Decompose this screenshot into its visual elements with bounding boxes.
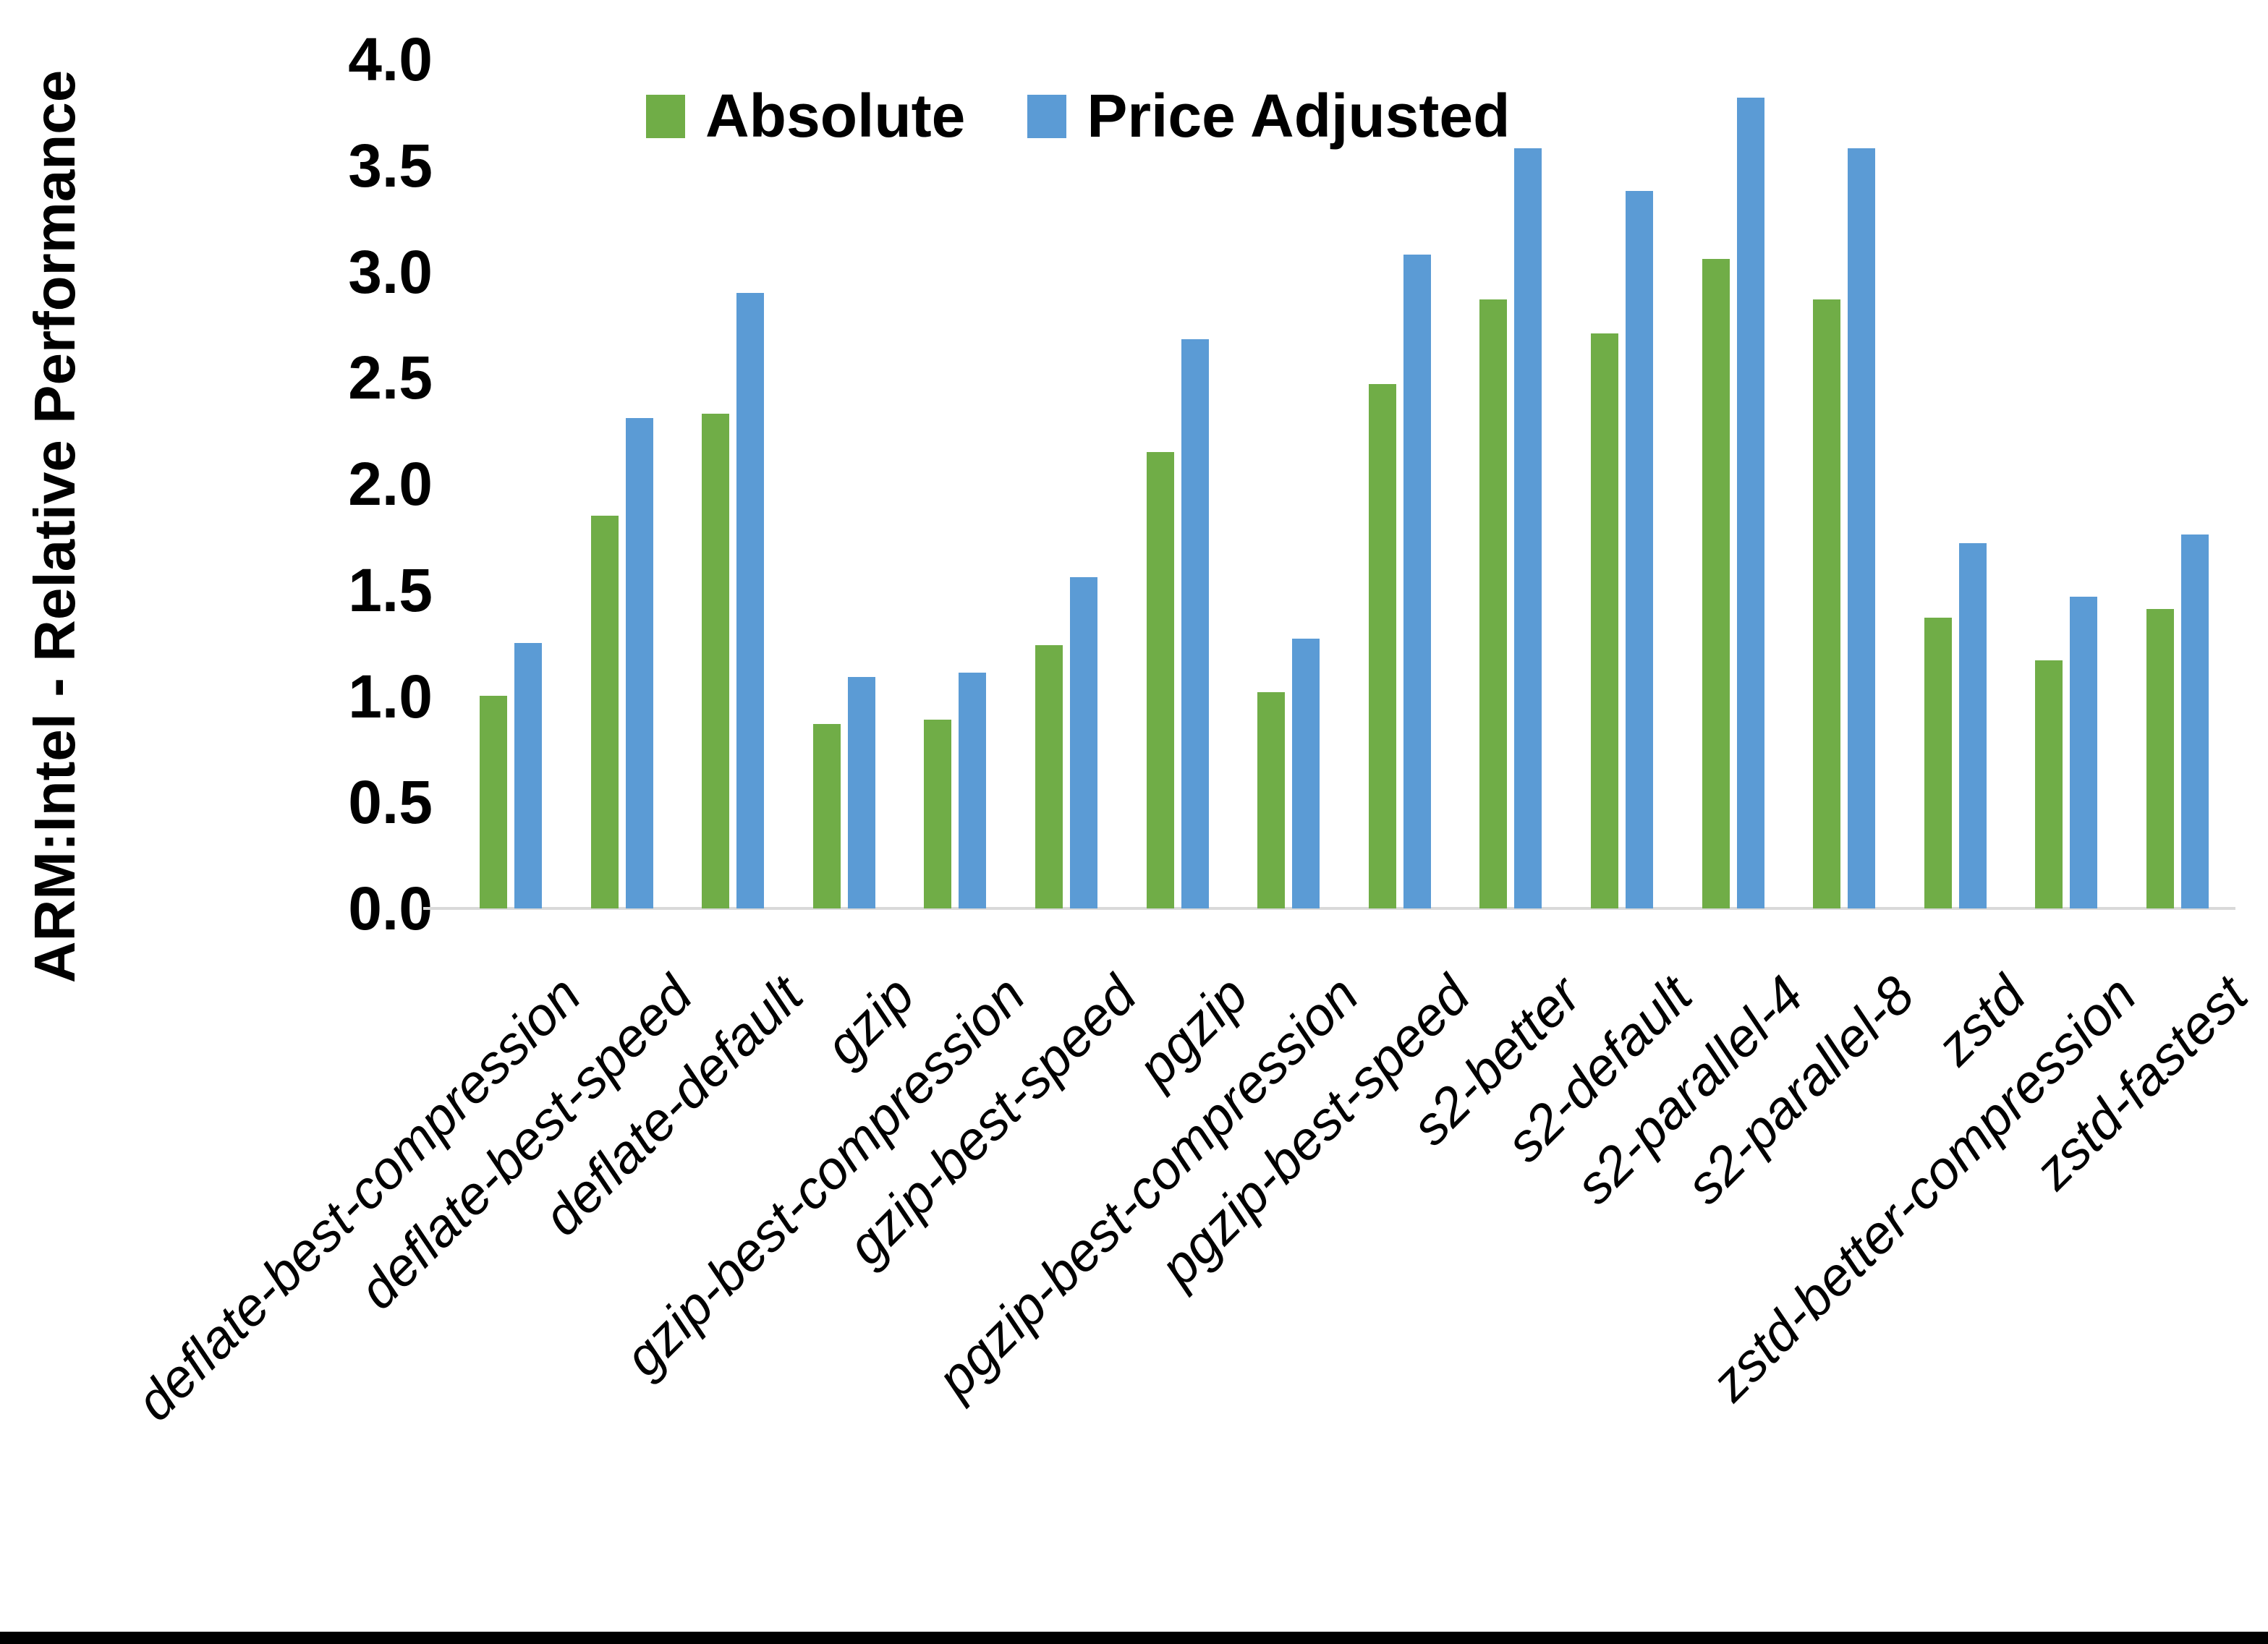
bar-absolute-s2-parallel-8 bbox=[1813, 299, 1841, 908]
legend-label: Price Adjusted bbox=[1087, 82, 1511, 150]
bar-price-adjusted-pgzip-best-speed bbox=[1403, 255, 1431, 908]
bar-absolute-zstd bbox=[1924, 618, 1952, 908]
bar-price-adjusted-pgzip-best-compression bbox=[1292, 639, 1320, 908]
bar-price-adjusted-zstd-better-compression bbox=[2070, 597, 2098, 908]
y-tick-label: 3.5 bbox=[348, 131, 433, 200]
y-tick-label: 4.0 bbox=[348, 25, 433, 93]
bar-absolute-s2-parallel-4 bbox=[1702, 259, 1730, 908]
bar-price-adjusted-deflate-best-compression bbox=[514, 643, 542, 908]
legend-swatch-icon-absolute bbox=[646, 94, 685, 138]
bar-price-adjusted-gzip-best-compression bbox=[959, 673, 987, 908]
bar-absolute-zstd-better-compression bbox=[2035, 660, 2063, 908]
bar-absolute-deflate-best-speed bbox=[590, 516, 619, 908]
y-tick-label: 0.5 bbox=[348, 768, 433, 837]
bar-price-adjusted-s2-parallel-8 bbox=[1848, 148, 1876, 908]
bar-absolute-s2-better bbox=[1479, 299, 1508, 908]
y-tick-label: 1.5 bbox=[348, 555, 433, 624]
bar-absolute-pgzip-best-compression bbox=[1257, 692, 1286, 908]
bar-price-adjusted-pgzip bbox=[1181, 339, 1209, 908]
y-tick-label: 2.0 bbox=[348, 450, 433, 518]
bar-absolute-pgzip bbox=[1146, 452, 1174, 908]
bar-absolute-deflate-default bbox=[702, 414, 730, 908]
bar-price-adjusted-s2-better bbox=[1514, 148, 1542, 908]
bar-absolute-zstd-fastest bbox=[2146, 609, 2174, 908]
legend-item-absolute: Absolute bbox=[646, 81, 965, 151]
bar-absolute-pgzip-best-speed bbox=[1368, 384, 1396, 908]
bar-absolute-gzip-best-compression bbox=[924, 720, 952, 908]
legend: Absolute Price Adjusted bbox=[646, 81, 1510, 151]
bar-absolute-gzip-best-speed bbox=[1035, 645, 1063, 908]
legend-swatch-icon-price-adjusted bbox=[1027, 94, 1067, 138]
bar-absolute-gzip bbox=[812, 724, 841, 908]
legend-label: Absolute bbox=[705, 82, 966, 150]
y-tick-label: 2.5 bbox=[348, 344, 433, 412]
bar-price-adjusted-deflate-best-speed bbox=[625, 418, 653, 908]
legend-item-price-adjusted: Price Adjusted bbox=[1027, 81, 1510, 151]
y-tick-label: 0.0 bbox=[348, 874, 433, 942]
bar-price-adjusted-s2-default bbox=[1626, 191, 1653, 908]
bar-price-adjusted-gzip bbox=[847, 677, 875, 908]
bar-price-adjusted-deflate-default bbox=[736, 293, 765, 908]
bar-absolute-deflate-best-compression bbox=[480, 696, 507, 908]
bar-price-adjusted-zstd-fastest bbox=[2181, 534, 2209, 908]
x-axis-line bbox=[423, 907, 2235, 910]
bar-price-adjusted-zstd bbox=[1958, 543, 1987, 908]
bar-price-adjusted-gzip-best-speed bbox=[1070, 577, 1097, 908]
bar-absolute-s2-default bbox=[1591, 333, 1618, 908]
bar-price-adjusted-s2-parallel-4 bbox=[1736, 98, 1764, 908]
bottom-border bbox=[0, 1632, 2268, 1644]
y-tick-label: 1.0 bbox=[348, 662, 433, 731]
y-tick-label: 3.0 bbox=[348, 237, 433, 306]
